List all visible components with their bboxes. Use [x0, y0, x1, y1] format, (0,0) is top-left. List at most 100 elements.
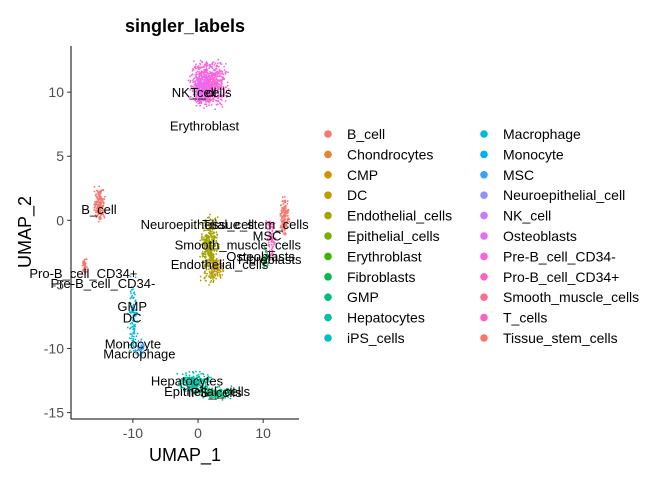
cell-point: [224, 100, 227, 102]
cell-point: [209, 92, 211, 95]
cell-point: [203, 380, 205, 382]
cell-point: [205, 280, 207, 282]
cell-point: [270, 238, 273, 241]
cell-point: [209, 259, 212, 262]
cell-point: [201, 235, 203, 238]
chart-title: singler_labels: [125, 16, 245, 36]
cell-point: [84, 263, 87, 265]
cell-point: [284, 196, 286, 198]
cell-point: [209, 256, 212, 259]
cell-point: [133, 332, 136, 335]
cell-point: [212, 389, 215, 392]
cell-point: [102, 205, 105, 208]
cell-point: [196, 391, 199, 394]
cell-point: [214, 95, 217, 98]
cluster-label: GMP: [117, 299, 147, 314]
cell-point: [203, 272, 206, 274]
cell-point: [266, 221, 269, 224]
cell-point: [102, 189, 105, 192]
legend-label: Hepatocytes: [347, 310, 425, 326]
cluster-label: DC: [123, 311, 142, 326]
cell-point: [211, 391, 214, 393]
cell-point: [219, 274, 222, 277]
cell-point: [221, 392, 224, 394]
cluster-label: Pro-B_cell_CD34+: [29, 266, 137, 281]
legend-label: iPS_cells: [347, 330, 405, 346]
cell-point: [213, 231, 216, 234]
cell-point: [130, 292, 132, 295]
cell-point: [215, 239, 218, 242]
cell-point: [214, 236, 217, 239]
cell-point: [284, 215, 287, 218]
cell-point: [205, 236, 208, 239]
cell-point: [228, 391, 231, 394]
cell-point: [226, 94, 229, 97]
cell-point: [193, 385, 196, 388]
cell-point: [210, 230, 213, 233]
cluster-points-nk-cell: [191, 71, 212, 104]
cell-point: [216, 75, 218, 78]
cell-point: [191, 376, 194, 379]
cluster-label: Macrophage: [103, 347, 175, 362]
cell-point: [284, 233, 286, 236]
cell-point: [204, 78, 207, 80]
cell-point: [186, 385, 189, 387]
cell-point: [130, 302, 132, 305]
cell-point: [271, 252, 274, 255]
cell-point: [186, 380, 189, 383]
cell-point: [201, 88, 204, 90]
cell-point: [214, 247, 217, 250]
cell-point: [139, 350, 142, 353]
cell-point: [213, 271, 215, 273]
cell-point: [86, 266, 88, 268]
cell-point: [196, 93, 198, 95]
cell-point: [210, 75, 213, 78]
cell-point: [199, 275, 202, 278]
cell-point: [194, 82, 197, 84]
cell-point: [205, 98, 207, 101]
cell-point: [215, 260, 217, 263]
cell-point: [202, 65, 205, 68]
cell-point: [222, 77, 224, 79]
legend-item: Fibroblasts: [324, 269, 415, 285]
cell-point: [195, 370, 197, 373]
cluster-points-epithelial-cells: [195, 385, 237, 401]
cell-point: [130, 337, 133, 340]
cell-point: [132, 320, 135, 322]
cell-point: [282, 215, 284, 217]
cell-point: [204, 384, 207, 386]
cell-point: [214, 72, 216, 75]
cell-point: [206, 381, 209, 383]
cell-point: [282, 232, 285, 235]
cell-point: [140, 354, 143, 357]
cell-point: [195, 104, 198, 107]
cell-point: [211, 67, 214, 70]
cell-point: [215, 262, 218, 265]
cell-point: [204, 221, 207, 224]
cell-point: [188, 374, 191, 377]
cell-point: [220, 390, 222, 392]
cell-point: [213, 64, 216, 66]
cluster-label: Hepatocytes: [151, 374, 224, 389]
cell-point: [198, 244, 201, 247]
cell-point: [202, 222, 205, 224]
cell-point: [271, 241, 273, 243]
cell-point: [215, 258, 218, 261]
cell-point: [265, 247, 267, 250]
cell-point: [190, 95, 192, 98]
cell-point: [266, 264, 269, 266]
cell-point: [221, 396, 224, 399]
cell-point: [228, 390, 231, 392]
cell-point: [93, 209, 96, 212]
cell-point: [288, 220, 291, 223]
cell-point: [202, 227, 205, 230]
cell-point: [95, 216, 98, 219]
cell-point: [281, 223, 284, 226]
cell-point: [218, 271, 220, 274]
cell-point: [221, 265, 224, 268]
cell-point: [132, 342, 135, 345]
cell-point: [196, 70, 199, 73]
cell-point: [211, 394, 214, 396]
cell-point: [83, 258, 86, 261]
cell-point: [215, 264, 218, 267]
